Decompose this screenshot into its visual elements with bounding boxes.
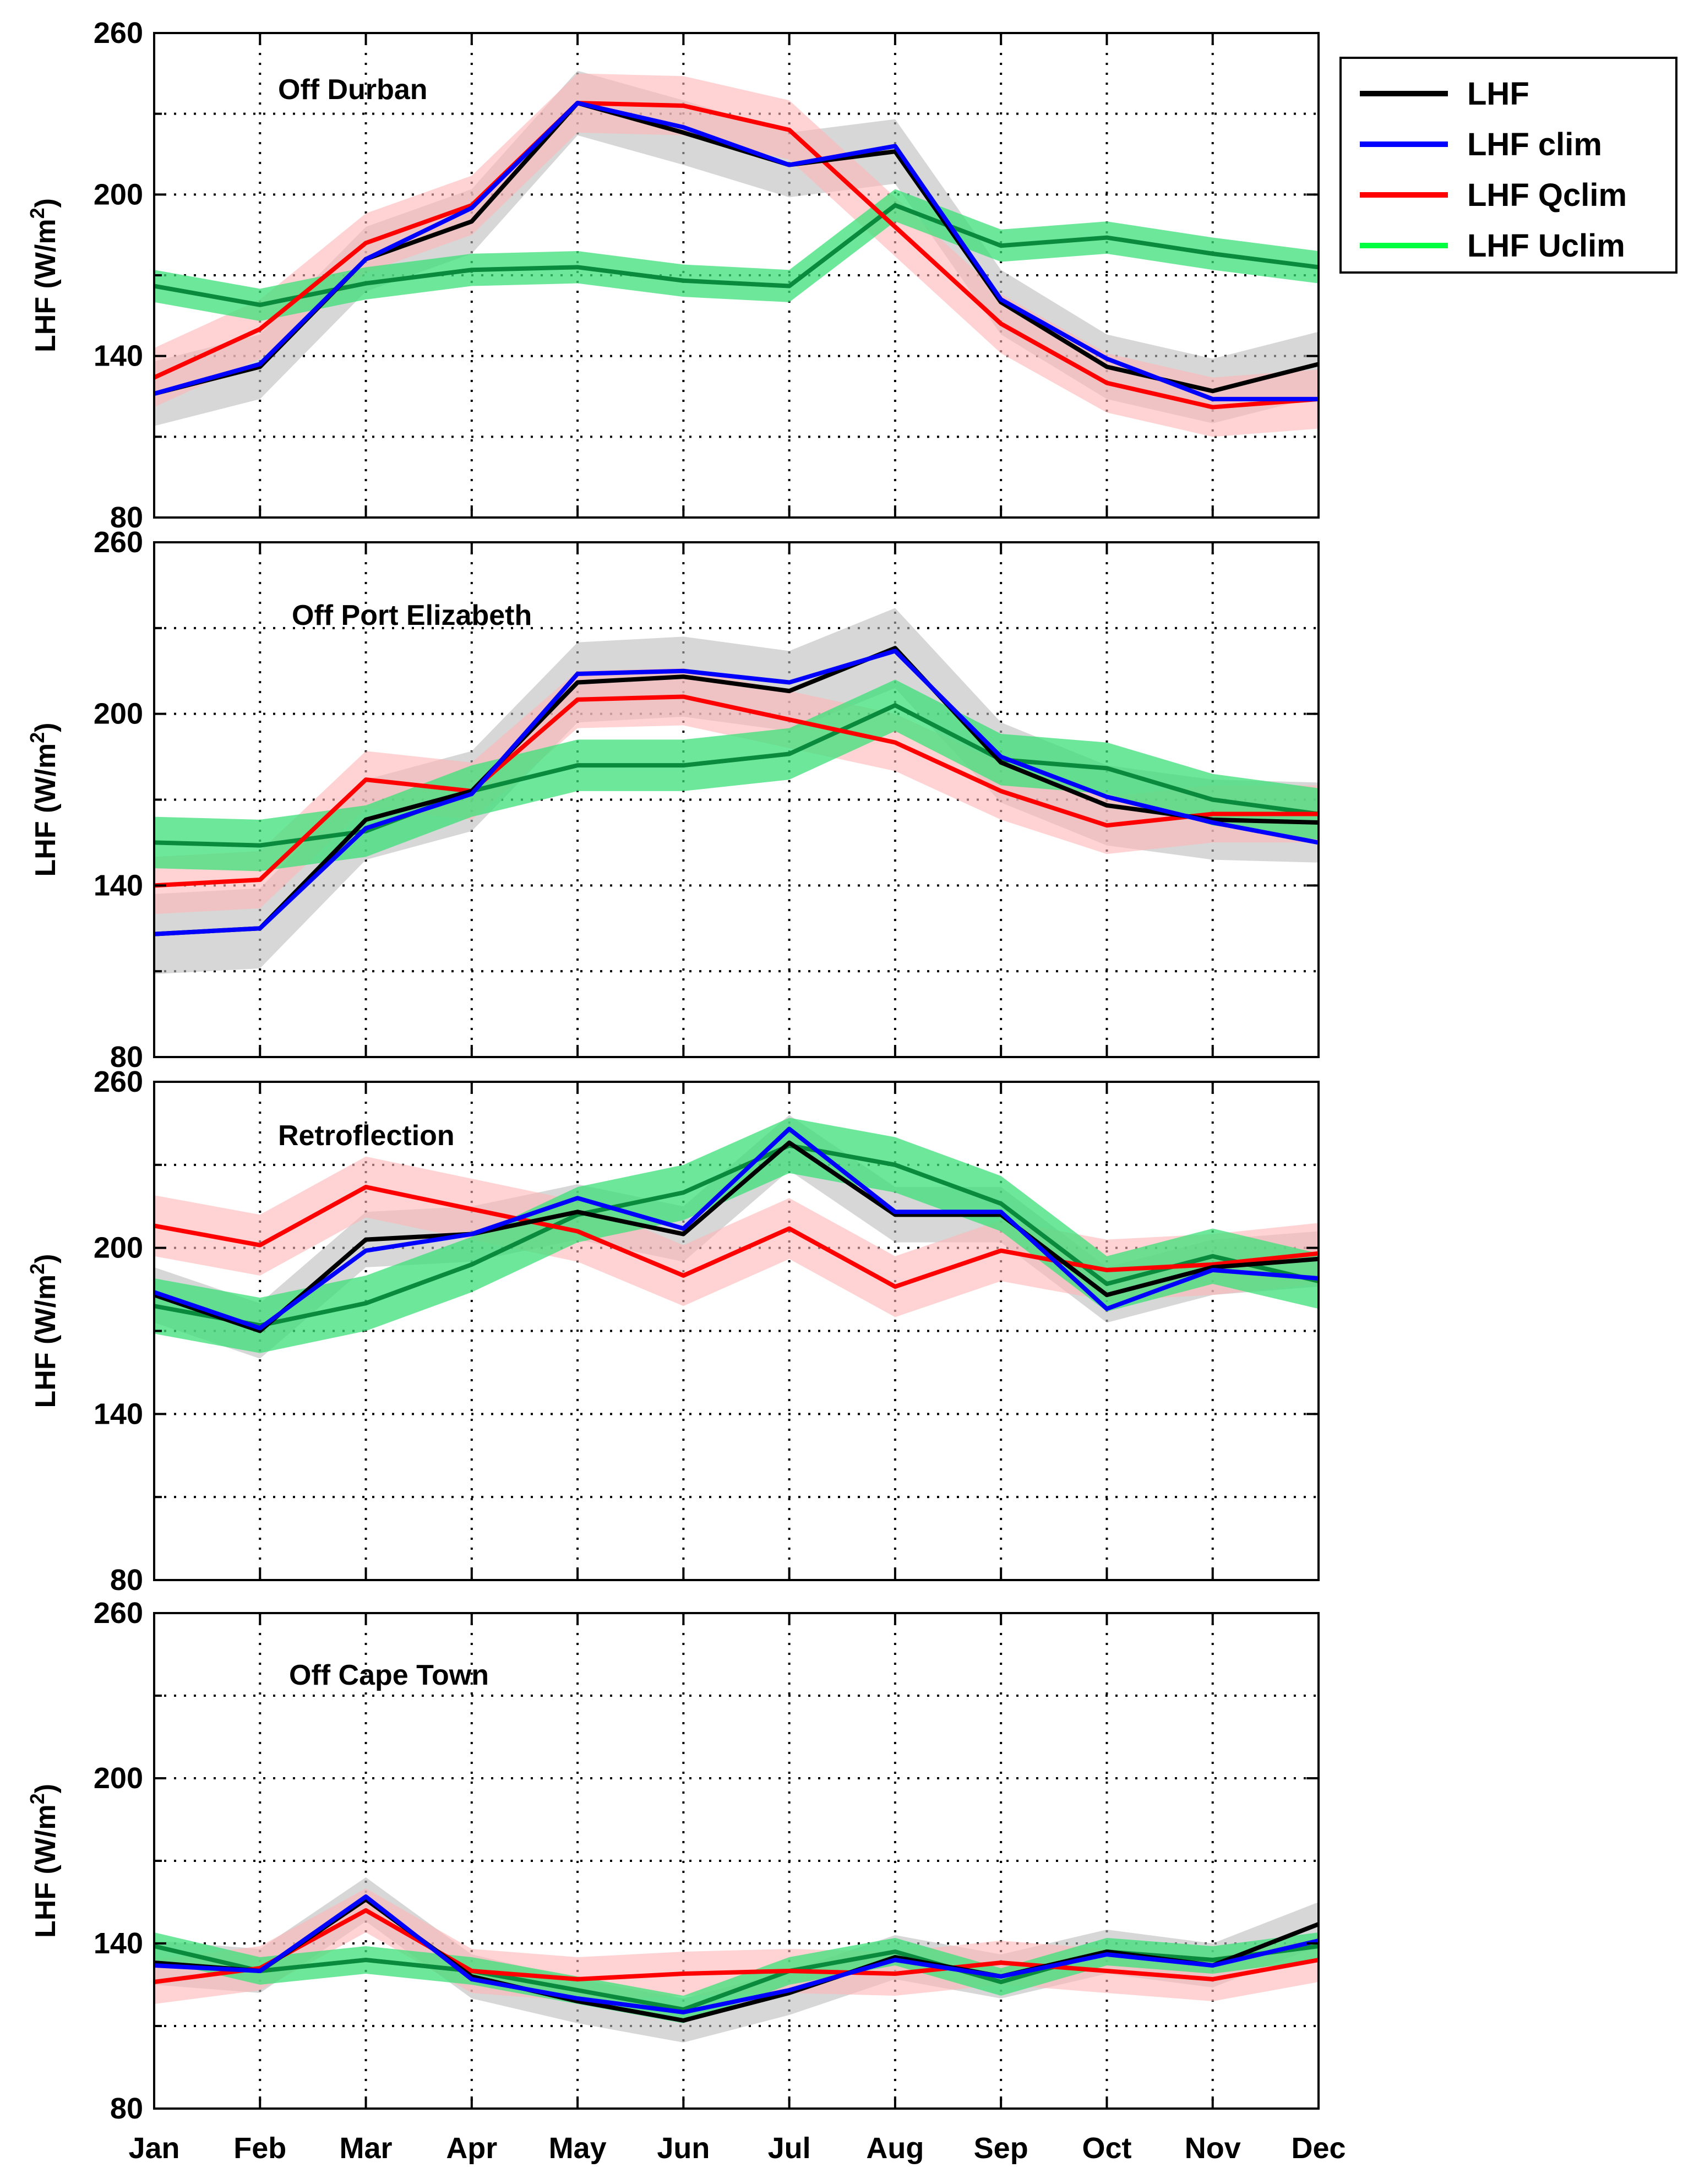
x-tick-label: Oct: [1082, 2132, 1131, 2165]
x-tick-label: Aug: [866, 2132, 924, 2165]
y-axis-label: LHF (W/m2): [26, 723, 62, 877]
x-tick-label: Dec: [1291, 2132, 1346, 2165]
y-tick-label: 140: [94, 1927, 143, 1960]
x-tick-label: Jul: [768, 2132, 811, 2165]
y-tick-label: 140: [94, 340, 143, 373]
x-tick-label: Jan: [128, 2132, 179, 2165]
panel-3: 80 140 200 260 LHF (W/m2) Retroflection: [26, 1065, 1320, 1597]
legend-label-uclim: LHF Uclim: [1467, 228, 1625, 264]
chart-panels: 80 140 200 260 LHF (W/m2) Off Durban 80 140 200 2…: [26, 17, 1346, 2165]
y-tick-label: 140: [94, 869, 143, 902]
legend-label-lhf: LHF: [1467, 76, 1529, 112]
y-axis-label: LHF (W/m2): [26, 1784, 62, 1938]
y-tick-label: 140: [94, 1397, 143, 1430]
qclim-series-line: [154, 1908, 1319, 1984]
legend-label-qclim: LHF Qclim: [1467, 177, 1627, 213]
y-axis-label: LHF (W/m2): [26, 1254, 62, 1408]
lhf-series-line: [153, 1140, 1319, 1333]
clim-series-line: [154, 1894, 1319, 2014]
clim-series-line: [154, 649, 1319, 936]
qclim-spread-band: [154, 1156, 1319, 1317]
y-tick-label: 80: [110, 1041, 143, 1074]
y-tick-label: 200: [94, 178, 143, 211]
x-tick-label: May: [549, 2132, 607, 2165]
clim-series-line: [153, 101, 1319, 401]
panel-title: Retroflection: [278, 1120, 455, 1152]
y-tick-label: 200: [94, 1762, 143, 1795]
y-axis-label: LHF (W/m2): [26, 198, 62, 352]
panel-title: Off Durban: [278, 74, 428, 106]
uclim-spread-band: [154, 189, 1319, 322]
uclim-series-line: [154, 1143, 1319, 1328]
x-tick-label: Apr: [446, 2132, 497, 2165]
clim-series-line: [153, 1126, 1319, 1331]
y-tick-label: 200: [94, 698, 143, 731]
uclim-spread-band: [154, 1118, 1319, 1353]
x-tick-label: Jun: [657, 2132, 710, 2165]
qclim-series-line: [153, 101, 1319, 410]
panel-title: Off Cape Town: [289, 1659, 489, 1691]
panel-4: 80 140 200 260 LHF (W/m2) Off Cape Town: [26, 1597, 1320, 2125]
uclim-series-line: [154, 703, 1319, 848]
qclim-series-line: [154, 1185, 1319, 1289]
panel-2: 80 140 200 260 LHF (W/m2) Off Port Elizabeth: [26, 526, 1320, 1074]
x-tick-label: Mar: [340, 2132, 393, 2165]
lhf-series-line: [154, 646, 1319, 936]
uclim-spread-band: [154, 679, 1319, 872]
y-tick-label: 260: [94, 17, 143, 50]
y-tick-label: 260: [94, 1597, 143, 1630]
qclim-spread-band: [154, 73, 1319, 437]
panel-title: Off Port Elizabeth: [292, 600, 532, 631]
y-tick-label: 260: [94, 1065, 143, 1098]
y-tick-label: 200: [94, 1232, 143, 1265]
x-tick-label: Nov: [1185, 2132, 1241, 2165]
x-tick-label: Feb: [233, 2132, 286, 2165]
qclim-series-line: [154, 694, 1319, 888]
uclim-series-line: [154, 203, 1319, 307]
chart-legend: LHF LHF clim LHF Qclim LHF Uclim: [1339, 57, 1677, 274]
x-tick-label: Sep: [974, 2132, 1028, 2165]
y-tick-label: 80: [110, 501, 143, 534]
y-tick-label: 80: [110, 2092, 143, 2125]
legend-label-clim: LHF clim: [1467, 127, 1602, 162]
y-tick-label: 260: [94, 526, 143, 559]
panel-1: 80 140 200 260 LHF (W/m2) Off Durban: [26, 17, 1320, 534]
y-tick-label: 80: [110, 1564, 143, 1597]
